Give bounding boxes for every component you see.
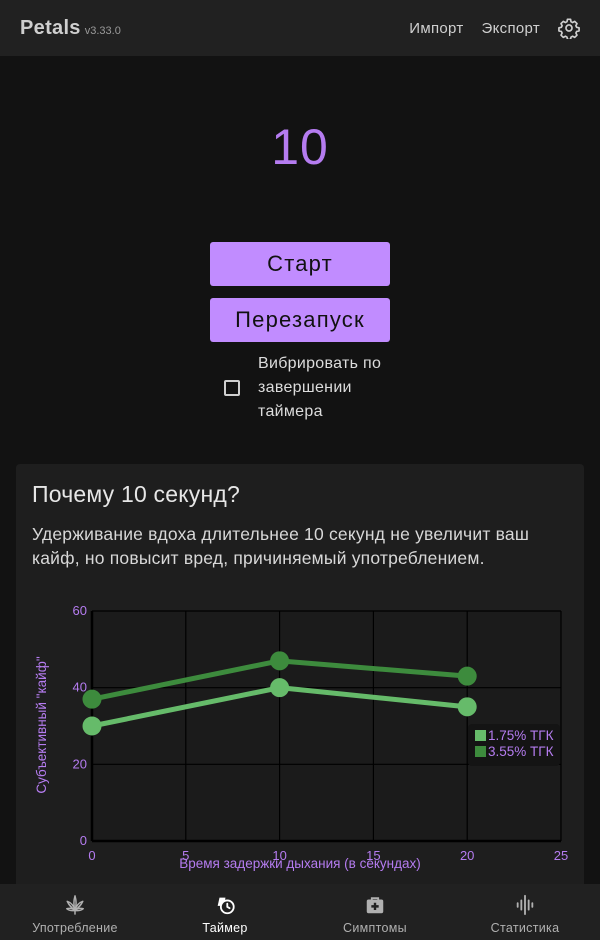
timer-clock-icon — [214, 894, 236, 916]
x-tick-label: 15 — [366, 848, 380, 863]
x-tick-label: 25 — [554, 848, 568, 863]
import-button[interactable]: Импорт — [409, 19, 464, 37]
audio-wave-icon — [514, 894, 536, 916]
app-brand: Petals v3.33.0 — [20, 17, 121, 40]
legend-box — [468, 724, 560, 766]
gear-icon[interactable] — [558, 17, 580, 39]
legend-swatch — [475, 730, 486, 741]
y-tick-label: 20 — [73, 756, 87, 771]
y-tick-label: 60 — [73, 603, 87, 618]
cannabis-leaf-icon — [64, 894, 86, 916]
data-point — [270, 651, 290, 671]
app-bar: Petals v3.33.0 Импорт Экспорт — [0, 0, 600, 56]
start-button[interactable]: Старт — [210, 242, 390, 286]
x-tick-label: 5 — [182, 848, 189, 863]
vibrate-label: Вибрировать по завершении таймера — [258, 355, 382, 420]
app-version: v3.33.0 — [84, 24, 121, 37]
data-point — [270, 678, 290, 698]
medical-kit-icon — [364, 894, 386, 916]
legend-label: 1.75% ТГК — [488, 728, 554, 743]
nav-item-timer[interactable]: Таймер — [150, 884, 300, 940]
bottom-navigation: Употребление Таймер Симптомы Статис — [0, 884, 600, 940]
app-name: Petals — [20, 16, 81, 39]
x-tick-label: 10 — [272, 848, 286, 863]
nav-label-statistics: Статистика — [490, 921, 560, 935]
nav-label-timer: Таймер — [202, 921, 248, 935]
data-point — [82, 716, 102, 736]
legend-swatch — [475, 746, 486, 757]
nav-item-consumption[interactable]: Употребление — [0, 884, 150, 940]
y-tick-label: 0 — [80, 833, 87, 848]
vibrate-checkbox[interactable] — [224, 380, 240, 396]
export-button[interactable]: Экспорт — [481, 19, 540, 37]
nav-item-statistics[interactable]: Статистика — [450, 884, 600, 940]
card-title: Почему 10 секунд? — [32, 481, 240, 507]
legend-label: 3.55% ТГК — [488, 744, 554, 759]
x-tick-label: 0 — [88, 848, 95, 863]
vibrate-option[interactable]: Вибрировать по завершении таймера — [224, 352, 398, 424]
x-tick-label: 20 — [460, 848, 474, 863]
nav-label-consumption: Употребление — [32, 921, 118, 935]
card-text: Удерживание вдоха длительнее 10 секунд н… — [32, 524, 530, 568]
timer-display: 10 — [271, 119, 329, 175]
y-tick-label: 40 — [73, 680, 87, 695]
y-axis-label: Субъективный "кайф" — [34, 656, 49, 793]
x-axis-label: Время задержки дыхания (в секундах) — [179, 856, 421, 871]
restart-button[interactable]: Перезапуск — [210, 298, 390, 342]
data-point — [457, 666, 477, 686]
nav-item-symptoms[interactable]: Симптомы — [300, 884, 450, 940]
data-point — [82, 689, 102, 709]
nav-label-symptoms: Симптомы — [343, 921, 407, 935]
info-card: Почему 10 секунд? Удерживание вдоха длит… — [16, 464, 584, 894]
data-point — [457, 697, 477, 717]
